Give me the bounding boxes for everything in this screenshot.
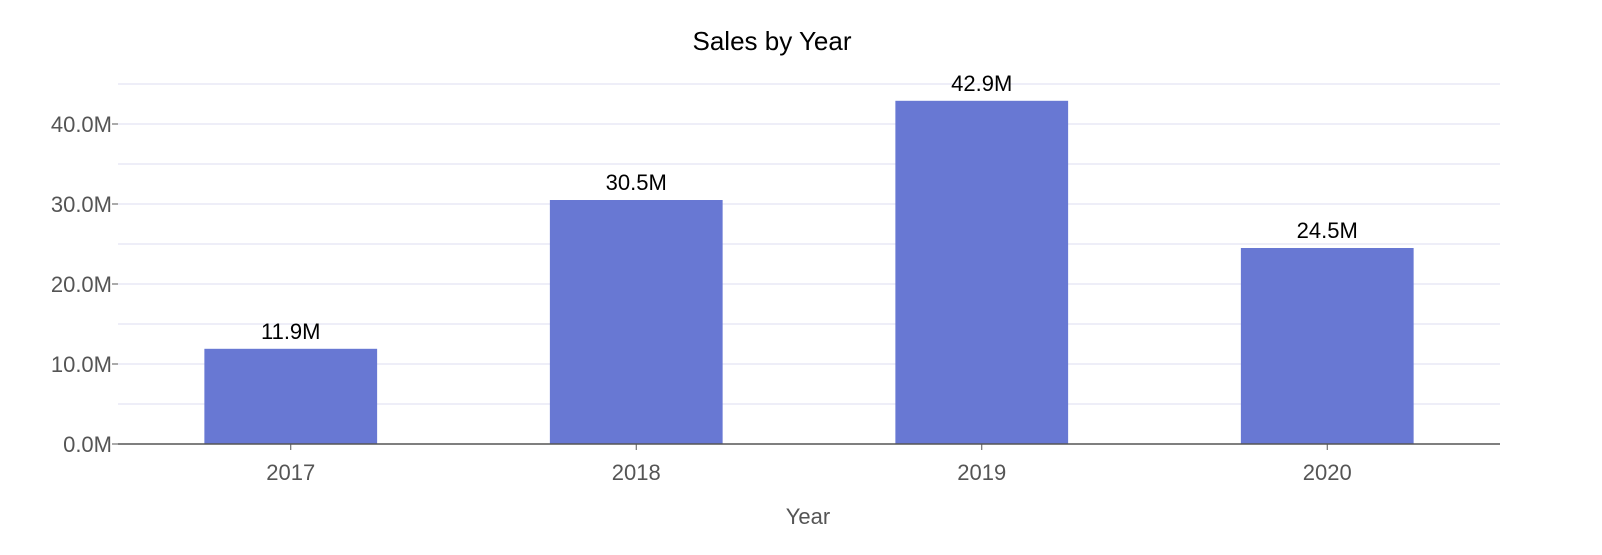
y-tick-labels: 0.0M 10.0M 20.0M 30.0M 40.0M [51, 112, 112, 457]
x-tick-labels: 2017 2018 2019 2020 [266, 460, 1351, 485]
y-tick-label: 40.0M [51, 112, 112, 137]
data-label-2018: 30.5M [606, 170, 667, 195]
data-label-2019: 42.9M [951, 71, 1012, 96]
x-tick-label-2020: 2020 [1303, 460, 1352, 485]
y-tick-label: 0.0M [63, 432, 112, 457]
x-axis-title: Year [786, 504, 830, 529]
bar-2017[interactable] [204, 348, 378, 444]
x-tick-label-2017: 2017 [266, 460, 315, 485]
y-tick-label: 10.0M [51, 352, 112, 377]
data-label-2020: 24.5M [1297, 218, 1358, 243]
axes [112, 123, 1500, 450]
y-tick-label: 30.0M [51, 192, 112, 217]
y-tick-label: 20.0M [51, 272, 112, 297]
bar-2018[interactable] [549, 200, 723, 444]
bars [204, 100, 1414, 445]
data-label-2017: 11.9M [261, 319, 321, 344]
x-tick-label-2018: 2018 [612, 460, 661, 485]
chart-title: Sales by Year [692, 26, 851, 56]
x-tick-label-2019: 2019 [957, 460, 1006, 485]
bar-2020[interactable] [1240, 248, 1414, 444]
data-labels: 11.9M 30.5M 42.9M 24.5M [261, 71, 1358, 344]
bar-2019[interactable] [895, 100, 1069, 445]
